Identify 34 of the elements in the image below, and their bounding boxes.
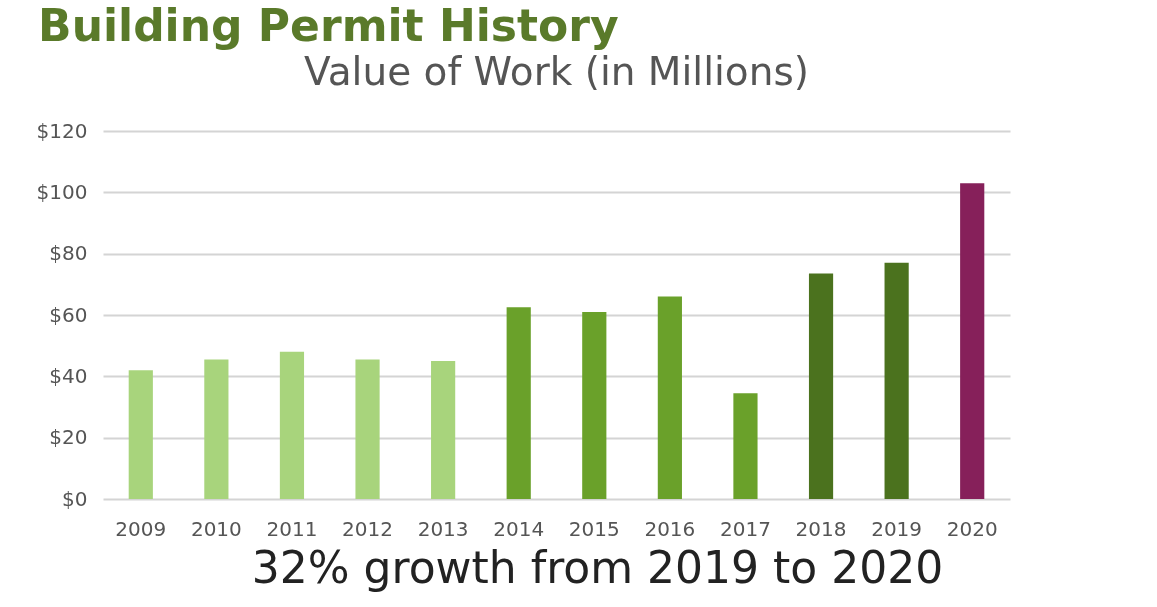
y-tick-label: $40 [49, 363, 88, 388]
x-tick-label: 2010 [190, 516, 242, 541]
y-tick-label: $100 [36, 179, 88, 204]
x-tick-label: 2017 [720, 516, 771, 541]
y-tick-label: $80 [49, 241, 88, 266]
x-tick-label: 2020 [946, 516, 998, 541]
x-tick-label: 2015 [568, 516, 620, 541]
bar [884, 262, 909, 499]
x-tick-label: 2011 [266, 516, 318, 541]
x-tick-label: 2012 [342, 516, 393, 541]
x-tick-label: 2013 [417, 516, 469, 541]
y-tick-label: $20 [49, 425, 88, 450]
x-tick-label: 2014 [493, 516, 545, 541]
bar [204, 359, 229, 499]
chart-subtitle: Value of Work (in Millions) [304, 49, 809, 94]
chart-title: Building Permit History [38, 0, 619, 51]
bar [657, 296, 682, 499]
y-tick-label: $120 [36, 118, 88, 143]
x-tick-label: 2016 [644, 516, 696, 541]
bar [808, 273, 834, 499]
x-tick-label: 2019 [871, 516, 923, 541]
bar [582, 311, 607, 499]
y-tick-label: $0 [62, 486, 88, 511]
bar [279, 351, 305, 499]
bar [506, 307, 531, 499]
x-tick-label: 2018 [795, 516, 847, 541]
bar [355, 359, 380, 499]
bar [733, 393, 758, 499]
text: 32% growth from 2019 to 2020 [251, 542, 944, 593]
bar [128, 370, 153, 499]
x-tick-label: 2009 [115, 516, 167, 541]
bar [960, 183, 985, 499]
bar [431, 361, 456, 499]
y-tick-label: $60 [49, 302, 88, 327]
